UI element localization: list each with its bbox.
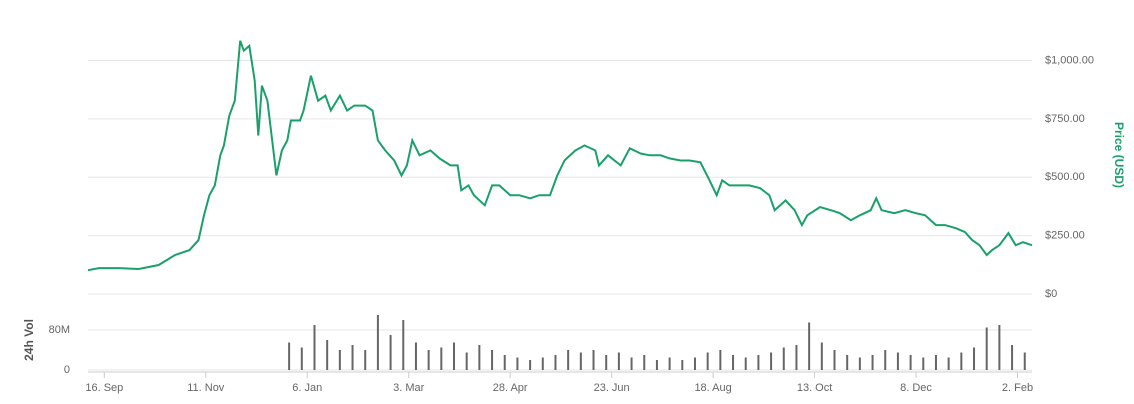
volume-bar bbox=[884, 350, 887, 370]
volume-bar bbox=[453, 342, 456, 370]
volume-bar bbox=[934, 355, 937, 370]
y-tick-label: $250.00 bbox=[1045, 230, 1085, 242]
price-line bbox=[87, 40, 1033, 272]
x-tick-label: 16. Sep bbox=[85, 382, 123, 394]
volume-bar bbox=[529, 360, 532, 370]
volume-bar bbox=[465, 352, 468, 370]
volume-bar bbox=[414, 342, 417, 370]
y-tick-label: $1,000.00 bbox=[1045, 54, 1094, 66]
volume-bar bbox=[782, 347, 785, 370]
volume-bar bbox=[719, 350, 722, 370]
y-tick-label: 80M bbox=[49, 324, 70, 336]
volume-bar bbox=[567, 350, 570, 370]
volume-axis-title: 24h Vol bbox=[22, 319, 36, 361]
volume-bar bbox=[503, 355, 506, 370]
volume-bar bbox=[440, 347, 443, 370]
volume-bar bbox=[846, 355, 849, 370]
volume-bar bbox=[1011, 345, 1014, 370]
volume-bar bbox=[592, 350, 595, 370]
volume-bar bbox=[427, 350, 430, 370]
x-tick-label: 23. Jun bbox=[594, 382, 630, 394]
volume-bar bbox=[681, 360, 684, 370]
volume-bar bbox=[960, 352, 963, 370]
volume-bar bbox=[313, 325, 316, 370]
volume-bar bbox=[541, 357, 544, 370]
volume-bar bbox=[947, 357, 950, 370]
y-tick-label: $0 bbox=[1045, 288, 1057, 300]
volume-bar bbox=[643, 355, 646, 370]
volume-bar bbox=[579, 352, 582, 370]
volume-bar bbox=[655, 360, 658, 370]
volume-bar bbox=[1023, 352, 1026, 370]
volume-bar bbox=[922, 357, 925, 370]
volume-bar bbox=[364, 350, 367, 370]
x-tick-label: 13. Oct bbox=[797, 382, 832, 394]
volume-bar bbox=[896, 352, 899, 370]
y-tick-label: 0 bbox=[64, 364, 70, 376]
x-tick-label: 8. Dec bbox=[900, 382, 932, 394]
volume-bar bbox=[389, 335, 392, 370]
volume-bar bbox=[402, 320, 405, 370]
volume-bar bbox=[351, 345, 354, 370]
volume-bar bbox=[376, 315, 379, 370]
x-tick-label: 2. Feb bbox=[1002, 382, 1033, 394]
volume-bar bbox=[554, 355, 557, 370]
volume-bar bbox=[491, 350, 494, 370]
x-tick-label: 11. Nov bbox=[187, 382, 225, 394]
volume-bar bbox=[757, 355, 760, 370]
x-tick-label: 3. Mar bbox=[393, 382, 425, 394]
volume-bar bbox=[693, 357, 696, 370]
volume-bar bbox=[808, 322, 811, 370]
volume-bar bbox=[909, 355, 912, 370]
x-tick-label: 6. Jan bbox=[292, 382, 322, 394]
volume-bar bbox=[617, 352, 620, 370]
y-tick-label: $500.00 bbox=[1045, 171, 1085, 183]
volume-bar bbox=[338, 350, 341, 370]
volume-bar bbox=[871, 355, 874, 370]
volume-bar bbox=[744, 357, 747, 370]
volume-bar bbox=[998, 325, 1001, 370]
x-tick-label: 18. Aug bbox=[694, 382, 731, 394]
x-tick-label: 28. Apr bbox=[493, 382, 528, 394]
volume-bar bbox=[630, 357, 633, 370]
volume-bar bbox=[820, 342, 823, 370]
volume-bar bbox=[985, 327, 988, 370]
volume-bar bbox=[706, 352, 709, 370]
volume-bar bbox=[732, 355, 735, 370]
volume-bar bbox=[300, 347, 303, 370]
volume-bar bbox=[478, 345, 481, 370]
volume-bar bbox=[288, 342, 291, 370]
price-axis-title: Price (USD) bbox=[1112, 122, 1126, 188]
volume-bar bbox=[973, 347, 976, 370]
volume-bar bbox=[833, 350, 836, 370]
volume-bar bbox=[858, 357, 861, 370]
volume-bar bbox=[770, 352, 773, 370]
volume-bar bbox=[605, 355, 608, 370]
y-tick-label: $750.00 bbox=[1045, 113, 1085, 125]
volume-bar bbox=[668, 357, 671, 370]
volume-bar bbox=[795, 345, 798, 370]
volume-bar bbox=[326, 340, 329, 370]
volume-bar bbox=[516, 357, 519, 370]
